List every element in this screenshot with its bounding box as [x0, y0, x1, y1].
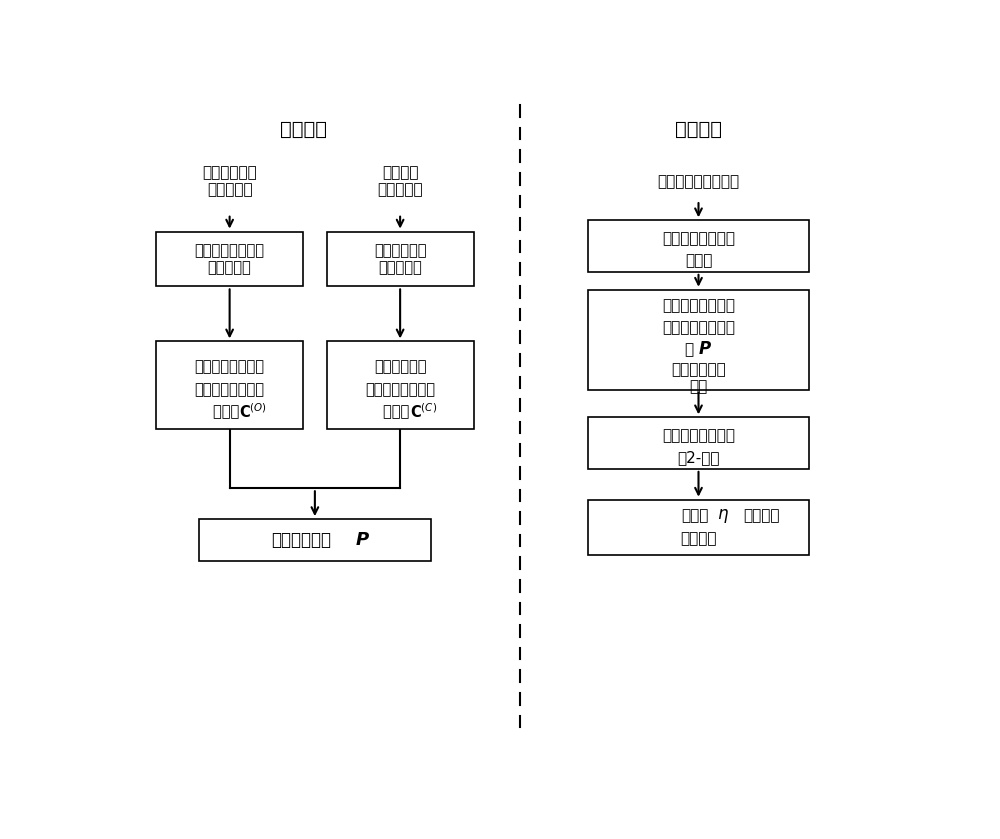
Text: 得到重构相干: 得到重构相干	[671, 362, 726, 378]
Text: 计算训练目标回波
的相干向量: 计算训练目标回波 的相干向量	[195, 242, 265, 275]
Text: $\eta$: $\eta$	[717, 507, 729, 525]
Text: $\boldsymbol{P}$: $\boldsymbol{P}$	[355, 531, 370, 549]
Text: 计算测试数据的相: 计算测试数据的相	[662, 231, 735, 246]
Text: 干向量: 干向量	[685, 253, 712, 268]
Text: 计算训练杂波: 计算训练杂波	[374, 359, 426, 374]
FancyBboxPatch shape	[326, 232, 474, 286]
Text: 训练杂波
的散射矩阵: 训练杂波 的散射矩阵	[377, 165, 423, 198]
Text: $\mathbf{C}^{(C)}$: $\mathbf{C}^{(C)}$	[410, 403, 437, 421]
Text: 测试数据的散射矩阵: 测试数据的散射矩阵	[657, 174, 740, 189]
Text: 训练目标回波
的散射矩阵: 训练目标回波 的散射矩阵	[202, 165, 257, 198]
FancyBboxPatch shape	[588, 499, 809, 555]
Text: 将测试数据的相干: 将测试数据的相干	[662, 299, 735, 314]
Text: 训练过程: 训练过程	[280, 120, 327, 139]
Text: 向量左乘斜投影矩: 向量左乘斜投影矩	[662, 320, 735, 336]
Text: $\boldsymbol{P}$: $\boldsymbol{P}$	[698, 341, 712, 358]
Text: 的相干向量的协方: 的相干向量的协方	[195, 383, 265, 398]
Text: 比较得到: 比较得到	[743, 508, 780, 524]
FancyBboxPatch shape	[326, 341, 474, 429]
FancyBboxPatch shape	[156, 232, 303, 286]
Text: 计算重构相干向量: 计算重构相干向量	[662, 428, 735, 443]
Text: 的2-范数: 的2-范数	[677, 450, 720, 465]
Text: 差矩阵: 差矩阵	[213, 404, 244, 420]
Text: 阵: 阵	[685, 342, 694, 357]
Text: 计算投影矩阵: 计算投影矩阵	[271, 531, 331, 549]
FancyBboxPatch shape	[588, 289, 809, 390]
Text: 计算训练杂波
的相干向量: 计算训练杂波 的相干向量	[374, 242, 426, 275]
Text: 计算训练目标回波: 计算训练目标回波	[195, 359, 265, 374]
FancyBboxPatch shape	[156, 341, 303, 429]
Text: 测试过程: 测试过程	[675, 120, 722, 139]
Text: 判定结果: 判定结果	[680, 531, 717, 546]
Text: 与门限: 与门限	[681, 508, 708, 524]
FancyBboxPatch shape	[199, 519, 431, 561]
Text: 向量: 向量	[689, 378, 708, 393]
FancyBboxPatch shape	[588, 417, 809, 469]
Text: 差矩阵: 差矩阵	[383, 404, 414, 420]
Text: 的相干向量的协方: 的相干向量的协方	[365, 383, 435, 398]
Text: $\mathbf{C}^{(O)}$: $\mathbf{C}^{(O)}$	[239, 403, 267, 421]
FancyBboxPatch shape	[588, 220, 809, 272]
